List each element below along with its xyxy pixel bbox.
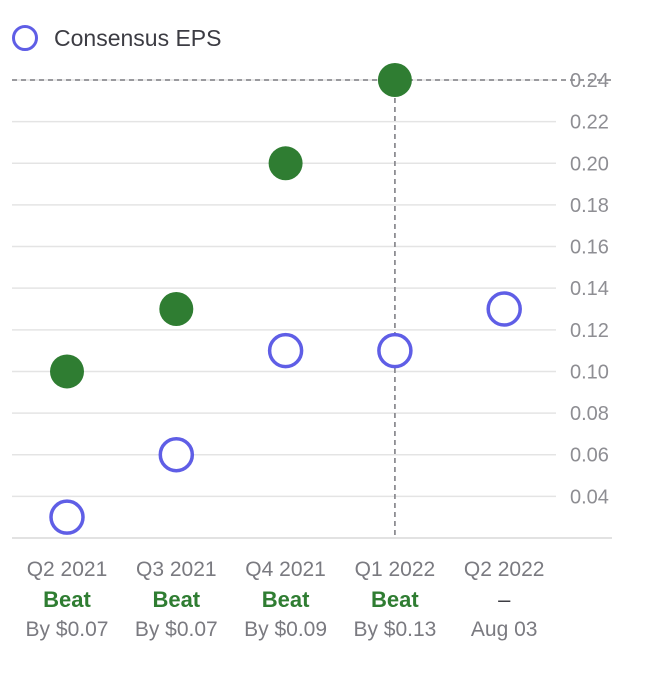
result-status: Beat	[43, 587, 91, 612]
result-column: Beat By $0.07	[117, 585, 235, 645]
legend[interactable]: Consensus EPS	[12, 18, 221, 58]
legend-marker-icon	[12, 25, 38, 51]
eps-chart: 0.04 0.06 0.08 0.10 0.12 0.14 0.16 0.18 0.20 0.22…	[12, 63, 614, 581]
legend-label: Consensus EPS	[54, 24, 222, 51]
result-column: Beat By $0.07	[8, 585, 126, 645]
actual-point	[377, 63, 412, 97]
actual-point	[268, 146, 303, 181]
results-row: Beat By $0.07 Beat By $0.07 Beat By $0.09 Beat…	[0, 585, 666, 665]
result-detail: By $0.07	[25, 618, 109, 641]
result-detail: By $0.09	[244, 618, 328, 641]
x-tick-label: Q3 2021	[136, 558, 217, 581]
consensus-point	[377, 332, 413, 369]
y-tick-label: 0.18	[570, 195, 609, 217]
result-status: Beat	[371, 587, 419, 612]
actual-point	[50, 354, 84, 389]
consensus-point	[49, 499, 85, 535]
result-column: Beat By $0.13	[336, 585, 454, 645]
result-detail: By $0.07	[134, 618, 218, 641]
y-tick-label: 0.04	[570, 486, 609, 508]
result-column: Beat By $0.09	[227, 585, 345, 645]
y-tick-label: 0.08	[570, 403, 609, 425]
y-tick-label: 0.06	[570, 445, 609, 467]
y-tick-label: 0.10	[570, 361, 609, 383]
y-tick-label: 0.12	[570, 320, 609, 342]
y-tick-label: 0.14	[570, 278, 609, 300]
result-detail: Aug 03	[470, 618, 538, 641]
consensus-point	[267, 332, 304, 369]
x-tick-label: Q4 2021	[245, 558, 326, 581]
x-tick-label: Q1 2022	[355, 558, 436, 581]
result-status: Beat	[261, 587, 310, 612]
actual-point	[159, 292, 194, 326]
x-tick-label: Q2 2022	[464, 558, 545, 581]
result-status: –	[498, 587, 511, 612]
consensus-point	[486, 291, 522, 327]
x-tick-label: Q2 2021	[27, 558, 108, 581]
result-detail: By $0.13	[353, 618, 437, 641]
result-status: Beat	[152, 587, 201, 612]
y-tick-label: 0.24	[570, 70, 609, 92]
y-tick-label: 0.22	[570, 112, 609, 134]
consensus-point	[158, 436, 195, 473]
y-tick-label: 0.20	[570, 153, 609, 175]
result-column: – Aug 03	[445, 585, 563, 645]
y-tick-label: 0.16	[570, 237, 609, 259]
